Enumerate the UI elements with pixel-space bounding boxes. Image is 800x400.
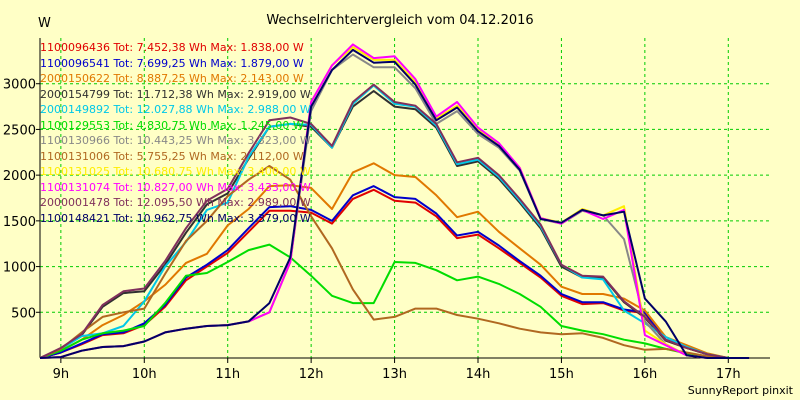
legend-entry-2000001478: 2000001478 Tot: 12.095,50 Wh Max: 2.989,… [40,196,311,209]
y-tick-label: 1500 [3,215,36,230]
legend-entry-1100096541: 1100096541 Tot: 7.699,25 Wh Max: 1.879,0… [40,56,304,70]
x-tick-label: 11h [215,367,240,382]
x-tick-label: 14h [466,367,491,382]
chart-title: Wechselrichtervergleich vom 04.12.2016 [266,13,533,28]
grid [40,38,770,358]
legend-entry-1100129553: 1100129553 Tot: 4.830,75 Wh Max: 1.245,0… [40,118,304,132]
y-tick-label: 3000 [3,78,36,93]
y-tick-label: 2000 [3,169,36,184]
legend-entry-2000154799: 2000154799 Tot: 11.712,38 Wh Max: 2.919,… [40,87,311,101]
legend-entry-1100131074: 1100131074 Tot: 10.827,00 Wh Max: 3.433,… [40,180,311,194]
legend: 1100096436 Tot: 7.452,38 Wh Max: 1.838,0… [40,40,311,226]
x-tick-label: 15h [549,367,574,382]
legend-entry-2000149892: 2000149892 Tot: 12.027,88 Wh Max: 2.988,… [40,103,311,116]
x-tick-label: 10h [132,367,157,382]
legend-entry-2000150622: 2000150622 Tot: 8.887,25 Wh Max: 2.143,0… [40,72,304,85]
series-line-2000150622 [39,162,750,359]
x-tick-label: 16h [632,367,657,382]
y-tick-label: 2500 [3,123,36,138]
y-axis-unit-label: W [38,16,51,31]
series-line-1100129553 [39,243,750,359]
series-line-1100131006 [39,165,750,359]
y-tick-label: 1000 [3,261,36,276]
axes [36,38,770,363]
y-tick-label: 500 [11,306,36,321]
legend-entry-1100130966: 1100130966 Tot: 10.443,25 Wh Max: 3.323,… [40,134,311,147]
x-tick-label: 13h [382,367,407,382]
legend-entry-1100096436: 1100096436 Tot: 7.452,38 Wh Max: 1.838,0… [40,41,304,54]
series-line-2000149892 [39,84,750,359]
credit-label: SunnyReport pinxit [688,384,794,397]
series-line-1100148421 [39,48,750,359]
series-line-2000001478 [39,83,750,359]
x-tick-label: 12h [299,367,324,382]
axis-labels: Wechselrichtervergleich vom 04.12.2016 W S… [3,13,794,397]
legend-entry-1100131006: 1100131006 Tot: 5.755,25 Wh Max: 2.112,0… [40,149,304,163]
legend-entry-1100131025: 1100131025 Tot: 10.680,75 Wh Max: 3.400,… [40,165,311,178]
series-lines [39,43,750,359]
x-tick-label: 9h [53,367,70,382]
legend-entry-1100148421: 1100148421 Tot: 10.962,75 Wh Max: 3.379,… [40,211,311,225]
x-tick-label: 17h [716,367,741,382]
